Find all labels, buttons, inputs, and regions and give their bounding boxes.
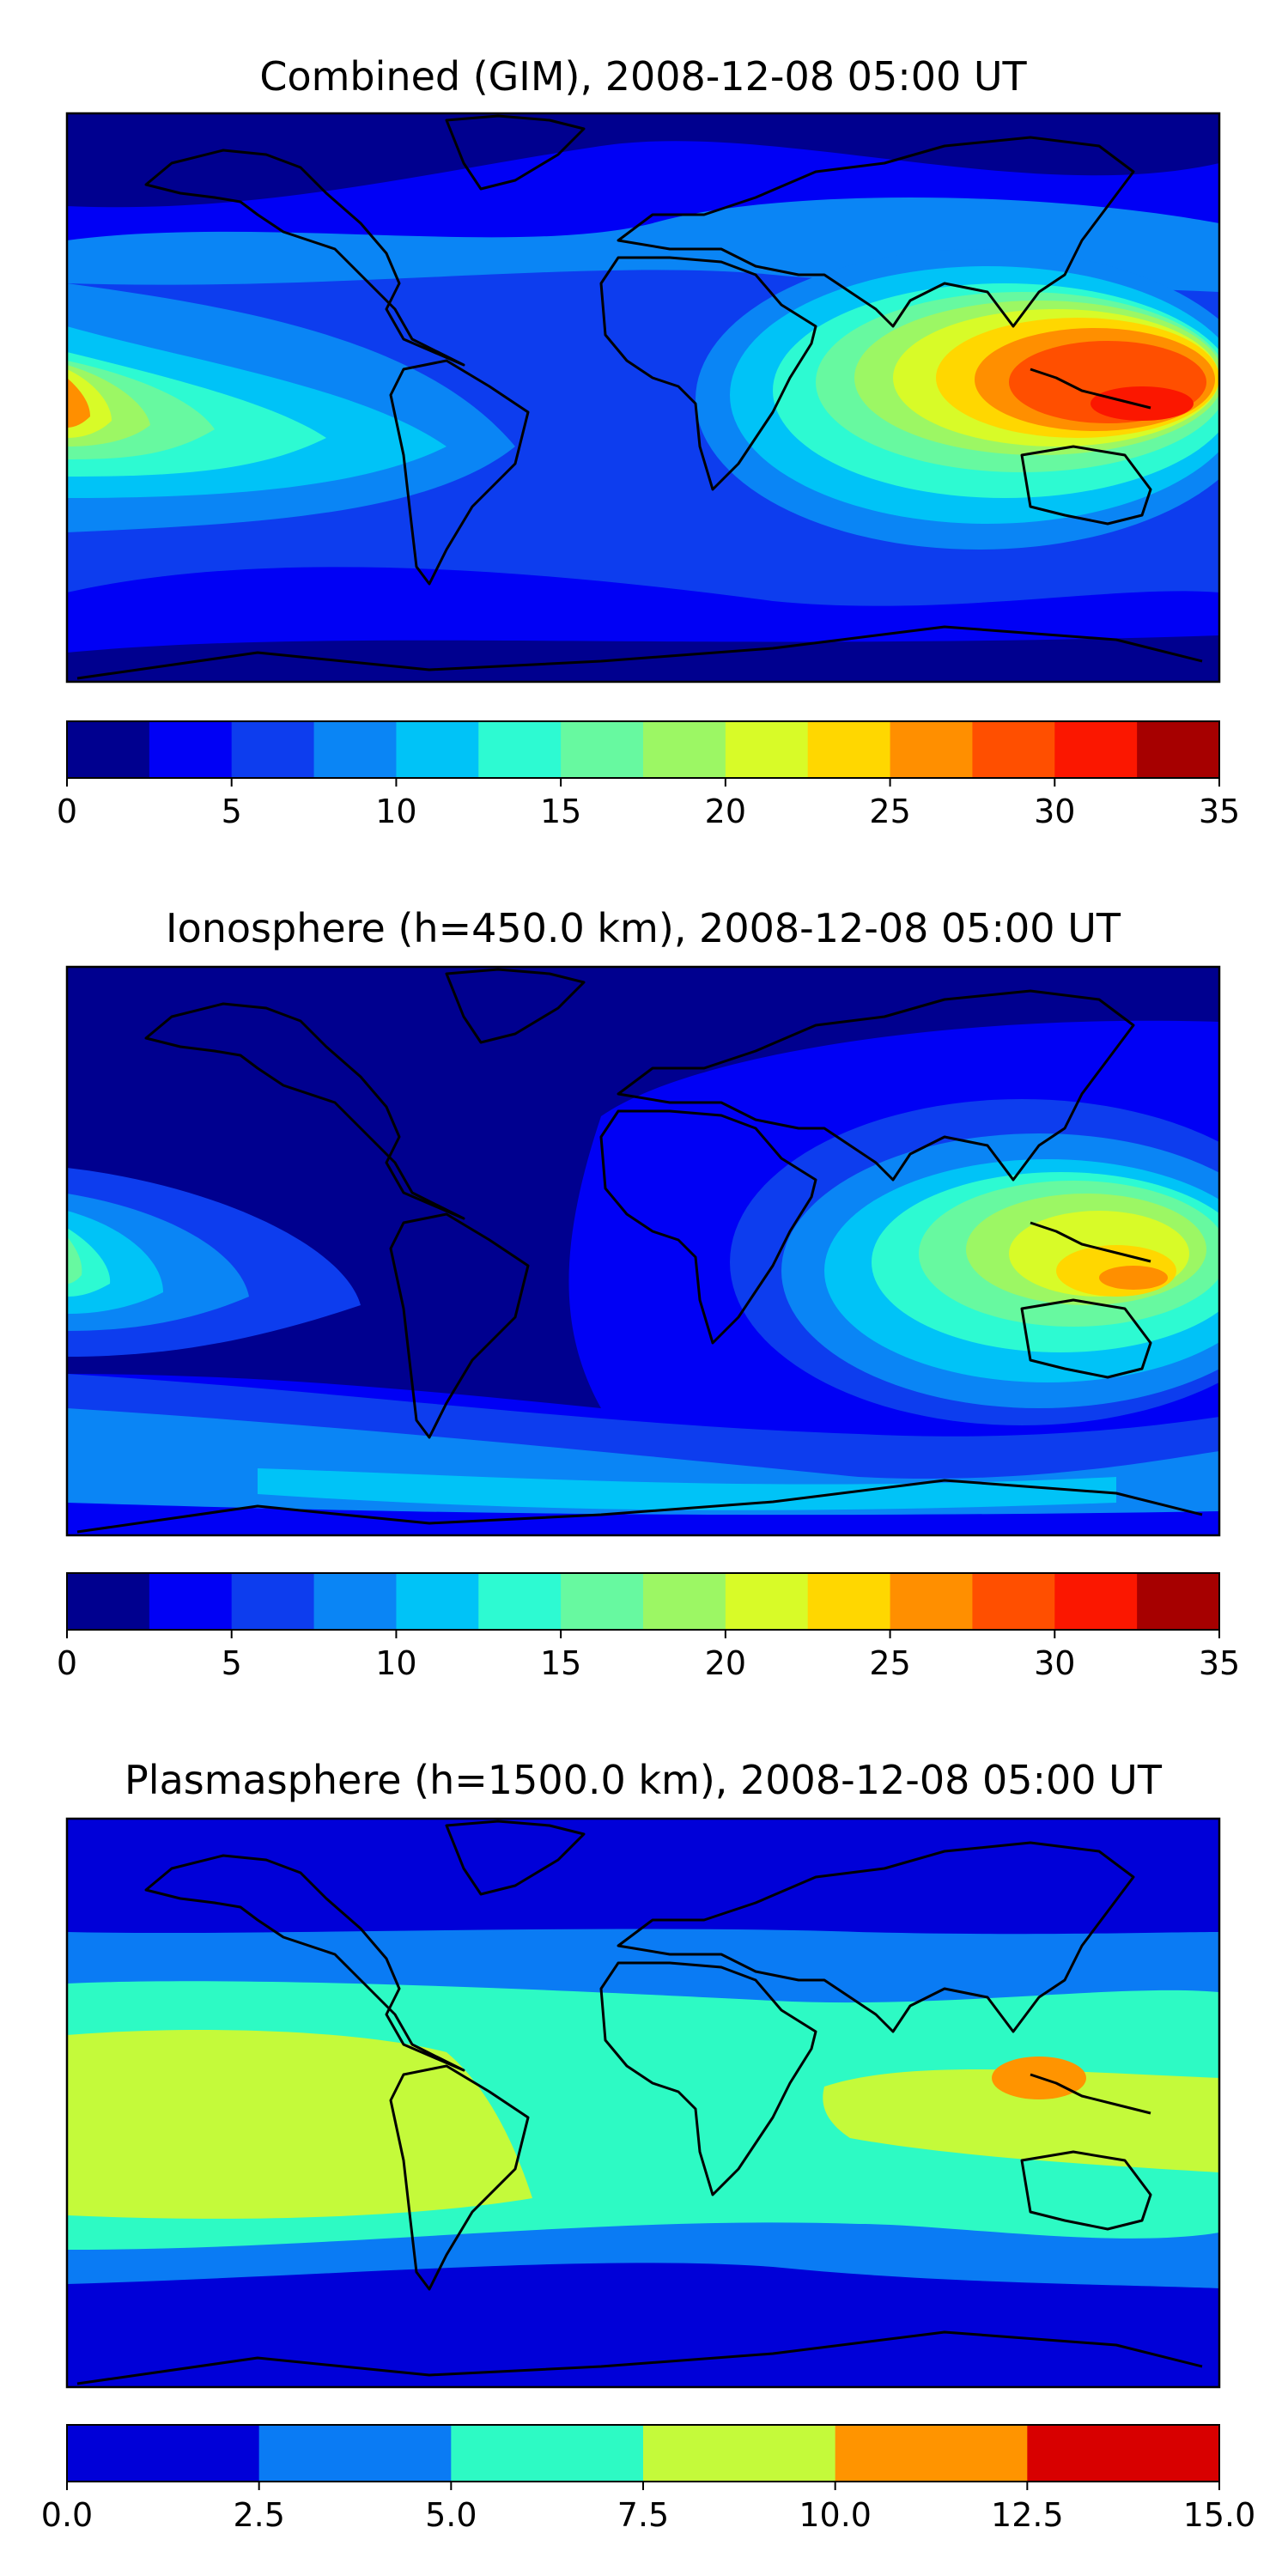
colorbar-tick-label: 5 [222,1644,242,1682]
contour-band [67,1236,82,1284]
contour-band [1099,1266,1168,1290]
map-frame [65,965,1221,1537]
contour-field [67,113,1219,682]
colorbar-tick-label: 30 [1034,793,1075,830]
map-title: Ionosphere (h=450.0 km), 2008-12-08 05:0… [166,905,1121,951]
colorbar-swatch [643,1573,726,1630]
map-title: Combined (GIM), 2008-12-08 05:00 UT [259,53,1027,100]
contour-band [258,1468,1116,1510]
colorbar-swatch [1027,2425,1220,2482]
colorbar-swatch [561,721,644,778]
map-frame [65,112,1221,683]
colorbar-swatch [1137,721,1220,778]
colorbar-swatch [149,1573,233,1630]
contour-band [67,1228,111,1297]
colorbar-tick-label: 7.5 [617,2496,669,2534]
colorbar-tick-label: 12.5 [991,2496,1064,2534]
colorbar [67,1573,1220,1630]
colorbar-tick-label: 0.0 [41,2496,93,2534]
colorbar-swatch [478,1573,562,1630]
colorbar-tick-label: 20 [705,793,746,830]
contour-band [67,2030,532,2219]
colorbar-swatch [725,1573,809,1630]
panel-ionosphere: Ionosphere (h=450.0 km), 2008-12-08 05:0… [57,905,1240,1682]
coastlines [76,114,1203,680]
colorbar-swatch [890,721,973,778]
colorbar-swatch [972,721,1055,778]
colorbar-swatch [258,2425,452,2482]
colorbar-swatch [231,1573,315,1630]
colorbar-swatch [67,2425,260,2482]
colorbar-ticks: 0 5 10 15 20 25 30 35 [57,778,1240,830]
contour-field [67,1819,1219,2387]
panel-combined: Combined (GIM), 2008-12-08 05:00 UT [57,53,1240,830]
colorbar-swatch [231,721,315,778]
contour-band [823,2069,1219,2172]
panel-plasmasphere: Plasmasphere (h=1500.0 km), 2008-12-08 0… [41,1757,1256,2534]
colorbar-swatch [890,1573,973,1630]
coastlines [76,968,1203,1534]
coastlines [76,1820,1203,2385]
colorbar-tick-label: 10 [375,1644,416,1682]
colorbar-tick-label: 15 [540,793,581,830]
colorbar-swatch [835,2425,1028,2482]
colorbar-swatch [313,721,397,778]
contour-field [67,967,1219,1535]
contour-band [67,1503,1219,1535]
colorbar-ticks: 0.0 2.5 5.0 7.5 10.0 12.5 15.0 [41,2482,1256,2534]
contour-band [67,113,1219,208]
colorbar-swatch [67,1573,150,1630]
contour-band [67,378,90,428]
colorbar-swatch [972,1573,1055,1630]
colorbar-tick-label: 10 [375,793,416,830]
colorbar-ticks: 0 5 10 15 20 25 30 35 [57,1630,1240,1682]
colorbar-swatch [643,2425,836,2482]
colorbar-tick-label: 0 [57,793,77,830]
colorbar-tick-label: 2.5 [233,2496,284,2534]
colorbar-swatch [451,2425,644,2482]
colorbar-frame [66,1572,1220,1631]
colorbar-swatch [1137,1573,1220,1630]
colorbar-tick-label: 35 [1199,1644,1240,1682]
colorbar-swatch [67,721,150,778]
colorbar-tick-label: 20 [705,1644,746,1682]
colorbar-swatch [149,721,233,778]
colorbar-swatch [807,1573,891,1630]
colorbar-tick-label: 15 [540,1644,581,1682]
colorbar-tick-label: 30 [1034,1644,1075,1682]
colorbar-swatch [478,721,562,778]
colorbar-swatch [396,1573,479,1630]
colorbar [67,721,1220,778]
contour-band [1091,386,1194,421]
colorbar-tick-label: 25 [869,793,910,830]
colorbar-swatch [561,1573,644,1630]
colorbar-tick-label: 25 [869,1644,910,1682]
colorbar-swatch [1054,1573,1138,1630]
colorbar-swatch [313,1573,397,1630]
colorbar [67,2425,1220,2482]
colorbar-tick-label: 5.0 [425,2496,477,2534]
colorbar-swatch [396,721,479,778]
colorbar-frame [66,720,1220,779]
colorbar-tick-label: 10.0 [799,2496,872,2534]
map-title: Plasmasphere (h=1500.0 km), 2008-12-08 0… [125,1757,1163,1803]
colorbar-swatch [807,721,891,778]
colorbar-tick-label: 35 [1199,793,1240,830]
colorbar-tick-label: 5 [222,793,242,830]
colorbar-swatch [643,721,726,778]
colorbar-swatch [725,721,809,778]
colorbar-tick-label: 0 [57,1644,77,1682]
colorbar-swatch [1054,721,1138,778]
colorbar-tick-label: 15.0 [1183,2496,1256,2534]
map-frame [65,1817,1221,2389]
